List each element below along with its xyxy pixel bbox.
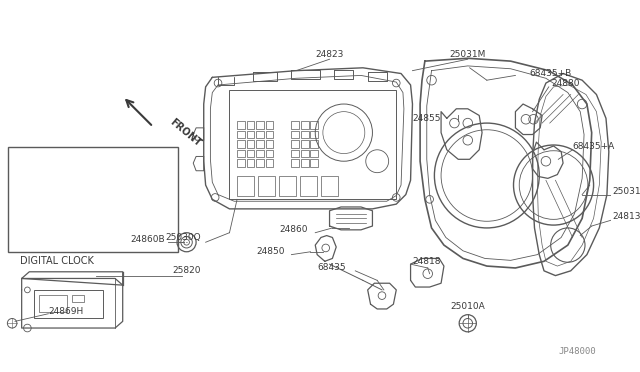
Bar xyxy=(256,121,264,129)
Bar xyxy=(246,131,254,138)
Text: 24860: 24860 xyxy=(279,225,308,234)
Bar xyxy=(310,140,318,148)
Text: 25010A: 25010A xyxy=(451,302,485,311)
Bar xyxy=(266,159,273,167)
Text: 24860B: 24860B xyxy=(130,235,164,244)
Text: 24855: 24855 xyxy=(413,114,441,123)
Bar xyxy=(301,131,308,138)
Bar xyxy=(300,176,317,196)
Text: 24880: 24880 xyxy=(552,78,580,87)
Text: 24818: 24818 xyxy=(412,257,441,266)
Bar xyxy=(256,131,264,138)
Text: 25031: 25031 xyxy=(612,187,640,196)
Bar xyxy=(246,140,254,148)
Bar xyxy=(310,121,318,129)
Bar xyxy=(321,176,338,196)
Text: 24850: 24850 xyxy=(256,247,285,256)
Bar xyxy=(8,147,178,252)
Text: 25031M: 25031M xyxy=(449,50,486,59)
Text: 24813: 24813 xyxy=(612,212,640,221)
Bar xyxy=(266,131,273,138)
Bar xyxy=(301,140,308,148)
Bar xyxy=(301,150,308,157)
Bar xyxy=(266,140,273,148)
Bar xyxy=(237,131,244,138)
Bar xyxy=(310,159,318,167)
Bar xyxy=(246,159,254,167)
Bar xyxy=(310,131,318,138)
Bar xyxy=(266,121,273,129)
Text: 68435+B: 68435+B xyxy=(530,69,572,78)
Text: 68435+A: 68435+A xyxy=(573,142,615,151)
Bar xyxy=(237,150,244,157)
Bar xyxy=(230,90,396,199)
Bar xyxy=(237,176,254,196)
Bar xyxy=(237,121,244,129)
Bar xyxy=(291,140,299,148)
Text: JP48000: JP48000 xyxy=(559,347,596,356)
Bar xyxy=(279,176,296,196)
Text: 25820: 25820 xyxy=(172,266,201,275)
Bar xyxy=(256,150,264,157)
Bar xyxy=(266,150,273,157)
Bar xyxy=(301,121,308,129)
Bar xyxy=(301,159,308,167)
Text: 24823: 24823 xyxy=(316,50,344,59)
Bar xyxy=(256,159,264,167)
Text: 68435: 68435 xyxy=(317,263,346,272)
Bar xyxy=(310,150,318,157)
Bar xyxy=(34,290,102,318)
Text: DIGITAL CLOCK: DIGITAL CLOCK xyxy=(20,256,93,266)
Bar xyxy=(246,150,254,157)
Bar xyxy=(291,150,299,157)
Bar xyxy=(256,140,264,148)
Bar xyxy=(237,159,244,167)
Bar xyxy=(237,140,244,148)
Text: 25030Q: 25030Q xyxy=(165,233,201,242)
Bar xyxy=(291,121,299,129)
Bar xyxy=(246,121,254,129)
Bar xyxy=(39,295,67,312)
Bar xyxy=(258,176,275,196)
Bar xyxy=(72,295,84,302)
Text: FRONT: FRONT xyxy=(168,117,202,148)
Bar xyxy=(291,159,299,167)
Bar xyxy=(291,131,299,138)
Text: 24869H: 24869H xyxy=(49,307,84,316)
